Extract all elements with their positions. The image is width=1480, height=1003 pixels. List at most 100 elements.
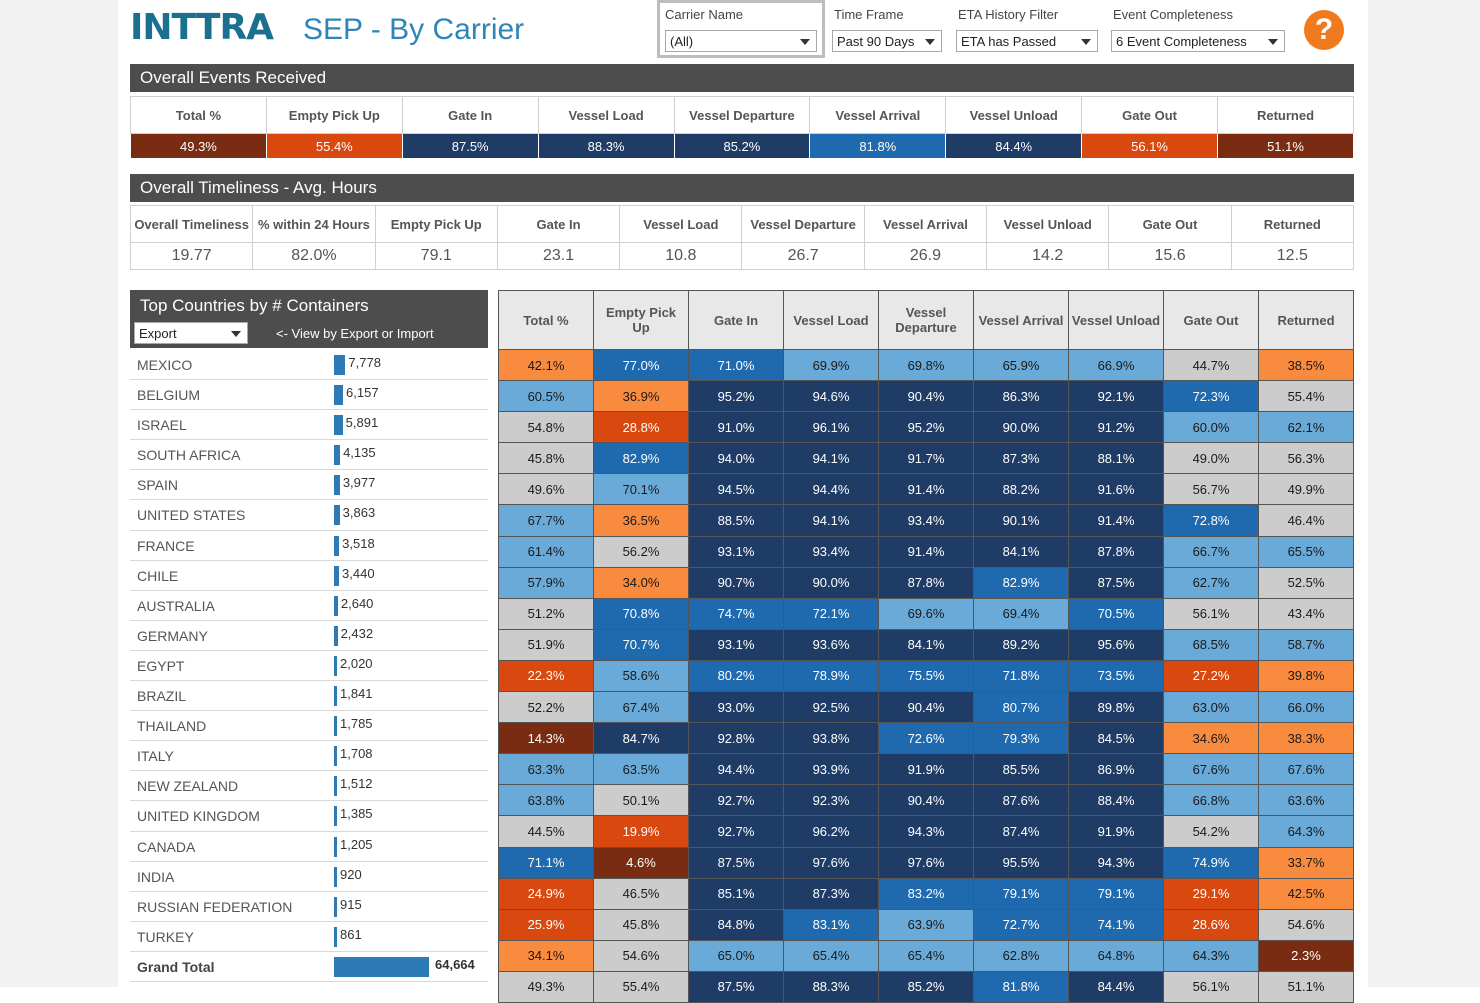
matrix-cell[interactable]: 93.9% [783,753,879,786]
country-row[interactable]: SOUTH AFRICA 4,135 [130,440,488,471]
matrix-cell[interactable]: 93.6% [783,628,879,661]
matrix-cell[interactable]: 94.0% [688,442,784,475]
matrix-cell[interactable]: 82.9% [973,566,1069,599]
matrix-cell[interactable]: 46.4% [1258,504,1354,537]
matrix-cell[interactable]: 66.9% [1068,348,1164,382]
matrix-cell[interactable]: 66.0% [1258,691,1354,724]
matrix-cell[interactable]: 87.8% [1068,535,1164,568]
matrix-cell[interactable]: 69.9% [783,348,879,382]
time-frame-select[interactable]: Past 90 Days [832,30,942,52]
matrix-cell[interactable]: 71.1% [498,846,594,879]
matrix-cell[interactable]: 64.3% [1163,939,1259,972]
country-row[interactable]: BELGIUM 6,157 [130,380,488,411]
matrix-cell[interactable]: 28.6% [1163,908,1259,941]
matrix-cell[interactable]: 51.9% [498,628,594,661]
matrix-cell[interactable]: 92.5% [783,691,879,724]
matrix-cell[interactable]: 95.2% [688,380,784,413]
country-row[interactable]: ITALY 1,708 [130,741,488,772]
matrix-cell[interactable]: 42.1% [498,348,594,382]
matrix-cell[interactable]: 83.1% [783,908,879,941]
matrix-cell[interactable]: 92.7% [688,815,784,848]
matrix-cell[interactable]: 2.3% [1258,939,1354,972]
matrix-cell[interactable]: 66.7% [1163,535,1259,568]
matrix-cell[interactable]: 91.4% [878,473,974,506]
matrix-cell[interactable]: 92.7% [688,784,784,817]
country-row[interactable]: NEW ZEALAND 1,512 [130,771,488,802]
matrix-cell[interactable]: 52.2% [498,691,594,724]
matrix-cell[interactable]: 85.5% [973,753,1069,786]
matrix-cell[interactable]: 62.8% [973,939,1069,972]
matrix-cell[interactable]: 87.4% [973,815,1069,848]
matrix-cell[interactable]: 88.1% [1068,442,1164,475]
matrix-cell[interactable]: 84.7% [593,722,689,755]
matrix-cell[interactable]: 93.0% [688,691,784,724]
matrix-cell[interactable]: 90.1% [973,504,1069,537]
matrix-cell[interactable]: 73.5% [1068,659,1164,693]
matrix-cell[interactable]: 65.0% [688,939,784,972]
matrix-cell[interactable]: 72.7% [973,908,1069,941]
matrix-cell[interactable]: 95.6% [1068,628,1164,661]
matrix-cell[interactable]: 92.1% [1068,380,1164,413]
matrix-cell[interactable]: 54.6% [593,939,689,972]
matrix-cell[interactable]: 88.2% [973,473,1069,506]
matrix-cell[interactable]: 62.1% [1258,411,1354,444]
matrix-cell[interactable]: 38.3% [1258,722,1354,755]
country-row[interactable]: EGYPT 2,020 [130,651,488,682]
matrix-cell[interactable]: 87.3% [783,877,879,910]
matrix-cell[interactable]: 91.7% [878,442,974,475]
matrix-cell[interactable]: 64.8% [1068,939,1164,972]
matrix-cell[interactable]: 58.7% [1258,628,1354,661]
matrix-cell[interactable]: 49.0% [1163,442,1259,475]
matrix-cell[interactable]: 90.4% [878,691,974,724]
matrix-cell[interactable]: 49.9% [1258,473,1354,506]
matrix-cell[interactable]: 25.9% [498,908,594,941]
matrix-cell[interactable]: 63.0% [1163,691,1259,724]
matrix-cell[interactable]: 94.1% [783,504,879,537]
matrix-cell[interactable]: 34.1% [498,939,594,972]
country-row[interactable]: CHILE 3,440 [130,561,488,591]
matrix-cell[interactable]: 90.7% [688,566,784,599]
matrix-cell[interactable]: 46.5% [593,877,689,910]
matrix-cell[interactable]: 44.7% [1163,348,1259,382]
matrix-cell[interactable]: 93.4% [878,504,974,537]
matrix-cell[interactable]: 28.8% [593,411,689,444]
matrix-cell[interactable]: 74.7% [688,597,784,630]
matrix-cell[interactable]: 72.1% [783,597,879,630]
matrix-cell[interactable]: 91.9% [1068,815,1164,848]
matrix-cell[interactable]: 82.9% [593,442,689,475]
matrix-cell[interactable]: 94.1% [783,442,879,475]
matrix-cell[interactable]: 54.2% [1163,815,1259,848]
matrix-cell[interactable]: 87.5% [688,846,784,879]
matrix-cell[interactable]: 51.2% [498,597,594,630]
matrix-cell[interactable]: 62.7% [1163,566,1259,599]
matrix-cell[interactable]: 56.2% [593,535,689,568]
matrix-cell[interactable]: 78.9% [783,659,879,693]
matrix-cell[interactable]: 77.0% [593,348,689,382]
matrix-cell[interactable]: 63.8% [498,784,594,817]
matrix-cell[interactable]: 91.9% [878,753,974,786]
matrix-cell[interactable]: 54.6% [1258,908,1354,941]
matrix-cell[interactable]: 92.8% [688,722,784,755]
matrix-cell[interactable]: 69.4% [973,597,1069,630]
matrix-cell[interactable]: 44.5% [498,815,594,848]
matrix-cell[interactable]: 65.4% [878,939,974,972]
matrix-cell[interactable]: 93.1% [688,628,784,661]
matrix-cell[interactable]: 71.8% [973,659,1069,693]
matrix-cell[interactable]: 94.6% [783,380,879,413]
matrix-cell[interactable]: 24.9% [498,877,594,910]
matrix-cell[interactable]: 56.7% [1163,473,1259,506]
matrix-cell[interactable]: 27.2% [1163,659,1259,693]
matrix-cell[interactable]: 60.0% [1163,411,1259,444]
matrix-cell[interactable]: 52.5% [1258,566,1354,599]
matrix-cell[interactable]: 92.3% [783,784,879,817]
matrix-cell[interactable]: 75.5% [878,659,974,693]
matrix-cell[interactable]: 36.5% [593,504,689,537]
matrix-cell[interactable]: 67.6% [1258,753,1354,786]
matrix-cell[interactable]: 80.7% [973,691,1069,724]
matrix-cell[interactable]: 57.9% [498,566,594,599]
country-row[interactable]: GERMANY 2,432 [130,621,488,651]
matrix-cell[interactable]: 87.6% [973,784,1069,817]
matrix-cell[interactable]: 55.4% [1258,380,1354,413]
matrix-cell[interactable]: 22.3% [498,659,594,693]
matrix-cell[interactable]: 86.9% [1068,753,1164,786]
